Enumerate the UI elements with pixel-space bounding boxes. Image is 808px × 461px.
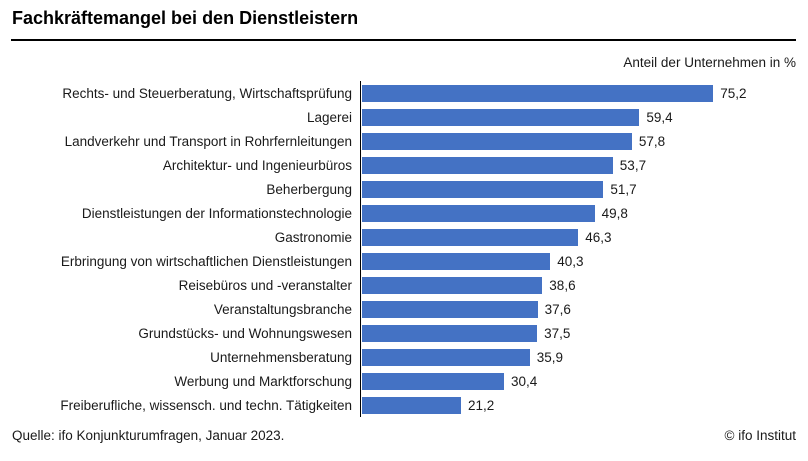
bar-area: 75,2 — [360, 81, 746, 105]
bar — [362, 276, 543, 294]
category-label: Grundstücks- und Wohnungswesen — [138, 325, 352, 341]
bar-area: 46,3 — [360, 225, 611, 249]
category-label: Unternehmensberatung — [210, 349, 352, 365]
bar — [362, 396, 461, 414]
bar — [362, 156, 613, 174]
bar — [362, 180, 604, 198]
bar — [362, 348, 530, 366]
bar-row: Unternehmensberatung 35,9 — [8, 345, 746, 369]
category-label: Beherbergung — [266, 181, 352, 197]
bar-row: Landverkehr und Transport in Rohrfernlei… — [8, 129, 746, 153]
bar-area: 53,7 — [360, 153, 646, 177]
category-label: Veranstaltungsbranche — [213, 301, 352, 317]
bar — [362, 204, 595, 222]
bar — [362, 228, 579, 246]
bar-area: 38,6 — [360, 273, 576, 297]
unit-note: Anteil der Unternehmen in % — [623, 55, 796, 70]
bar-chart: Rechts- und Steuerberatung, Wirtschaftsp… — [8, 81, 746, 417]
bar — [362, 324, 538, 342]
source-note: Quelle: ifo Konjunkturumfragen, Januar 2… — [12, 428, 285, 443]
bar-area: 57,8 — [360, 129, 665, 153]
chart-title: Fachkräftemangel bei den Dienstleistern — [12, 8, 359, 28]
value-label: 40,3 — [557, 253, 584, 269]
value-label: 38,6 — [549, 277, 576, 293]
bar-area: 49,8 — [360, 201, 628, 225]
bar — [362, 300, 538, 318]
bar-row: Beherbergung 51,7 — [8, 177, 746, 201]
copyright-note: © ifo Institut — [724, 428, 796, 443]
bar-area: 59,4 — [360, 105, 673, 129]
value-label: 53,7 — [619, 157, 647, 173]
value-label: 59,4 — [646, 109, 673, 125]
value-label: 49,8 — [601, 205, 628, 221]
value-label: 30,4 — [511, 373, 538, 389]
bar-row: Architektur- und Ingenieurbüros 53,7 — [8, 153, 746, 177]
bar-row: Dienstleistungen der Informationstechnol… — [8, 201, 746, 225]
category-label: Erbringung von wirtschaftlichen Dienstle… — [60, 253, 352, 269]
value-label: 21,2 — [468, 397, 495, 413]
value-label: 37,5 — [544, 325, 571, 341]
category-label: Reisebüros und -veranstalter — [178, 277, 352, 293]
bar-row: Freiberufliche, wissensch. und techn. Tä… — [8, 393, 746, 417]
category-label: Landverkehr und Transport in Rohrfernlei… — [64, 133, 352, 149]
value-label: 75,2 — [720, 85, 747, 101]
bar-row: Grundstücks- und Wohnungswesen 37,5 — [8, 321, 746, 345]
bar-area: 35,9 — [360, 345, 563, 369]
bar-row: Erbringung von wirtschaftlichen Dienstle… — [8, 249, 746, 273]
bar-area: 51,7 — [360, 177, 637, 201]
value-label: 51,7 — [610, 181, 637, 197]
value-label: 37,6 — [544, 301, 571, 317]
bar — [362, 252, 551, 270]
bar — [362, 132, 632, 150]
bar-row: Lagerei 59,4 — [8, 105, 746, 129]
value-label: 35,9 — [536, 349, 563, 365]
bar-area: 21,2 — [360, 393, 494, 417]
bar-area: 37,5 — [360, 321, 570, 345]
bar — [362, 372, 504, 390]
bar-row: Reisebüros und -veranstalter 38,6 — [8, 273, 746, 297]
bar — [362, 108, 640, 126]
value-label: 46,3 — [585, 229, 612, 245]
category-label: Werbung und Marktforschung — [174, 373, 352, 389]
title-underline — [11, 39, 796, 41]
value-label: 57,8 — [638, 133, 666, 149]
category-label: Gastronomie — [274, 229, 352, 245]
bar-row: Veranstaltungsbranche 37,6 — [8, 297, 746, 321]
category-label: Rechts- und Steuerberatung, Wirtschaftsp… — [62, 85, 352, 101]
bar-row: Rechts- und Steuerberatung, Wirtschaftsp… — [8, 81, 746, 105]
bar-area: 30,4 — [360, 369, 537, 393]
category-label: Freiberufliche, wissensch. und techn. Tä… — [60, 397, 352, 413]
category-label: Dienstleistungen der Informationstechnol… — [81, 205, 352, 221]
category-label: Architektur- und Ingenieurbüros — [162, 157, 352, 173]
bar-row: Gastronomie 46,3 — [8, 225, 746, 249]
bar-area: 40,3 — [360, 249, 583, 273]
bar — [362, 84, 714, 102]
bar-row: Werbung und Marktforschung 30,4 — [8, 369, 746, 393]
category-label: Lagerei — [306, 109, 352, 125]
bar-area: 37,6 — [360, 297, 571, 321]
